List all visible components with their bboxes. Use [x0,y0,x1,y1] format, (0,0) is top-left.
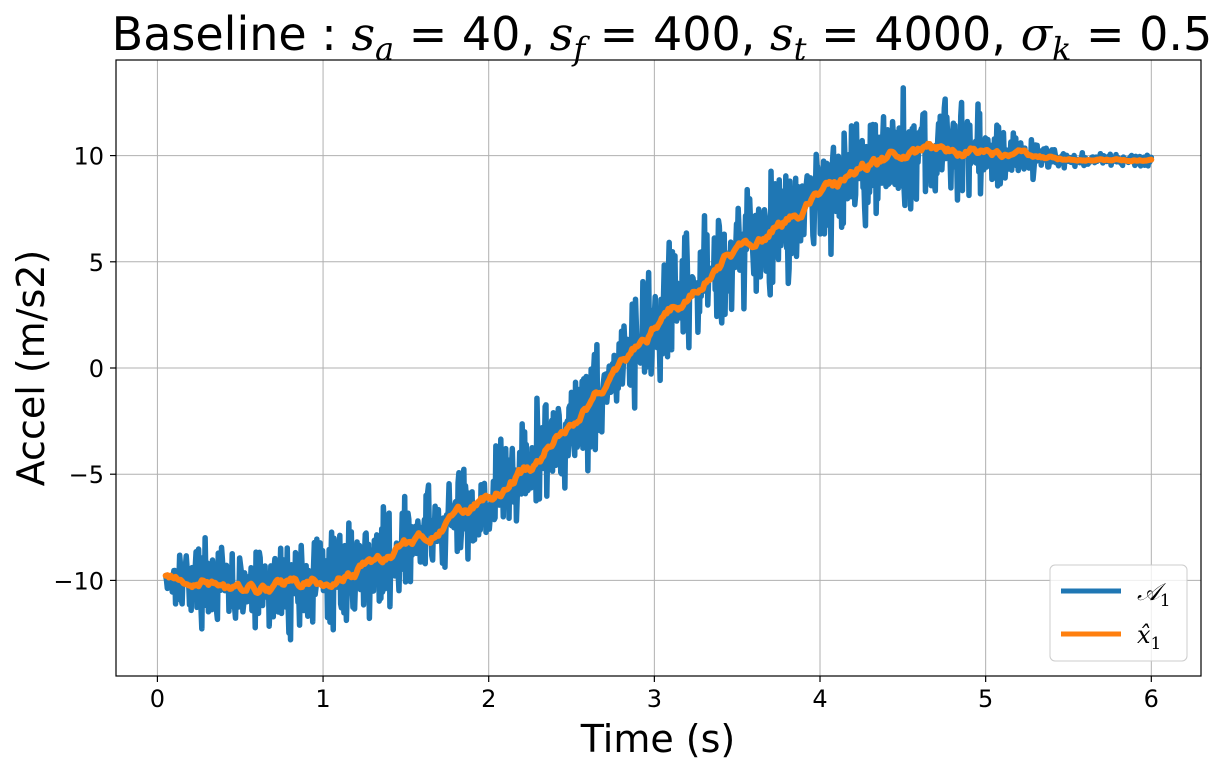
x-axis-label: Time (s) [580,717,736,761]
x-axis-ticks: 0 1 2 3 4 5 6 [150,676,1159,713]
y-tick-label: 10 [73,143,104,171]
x-tick-label: 3 [647,685,662,713]
legend-subscript: 1 [1160,591,1171,611]
y-tick-label: 5 [89,249,104,277]
title-subscript-0: a [375,30,394,68]
x-tick-label: 6 [1144,685,1159,713]
title-subscript-3: k [1052,30,1071,68]
x-tick-label: 1 [315,685,330,713]
title-prefix: Baseline : [112,7,352,61]
title-value-1: = 400, [585,7,770,61]
series-line-2 [162,140,1155,597]
title-value-3: = 0.5 [1071,7,1209,61]
title-subscript-2: t [794,30,807,68]
x-tick-label: 5 [978,685,993,713]
legend-label-series-2: x̂1 [1137,621,1161,654]
title-symbol-0: s [351,7,375,61]
title-value-0: = 40, [394,7,550,61]
y-axis-ticks: −10 −5 0 5 10 [53,143,116,595]
x-tick-label: 2 [481,685,496,713]
title-value-2: = 4000, [806,7,1020,61]
legend-box [1049,564,1188,662]
x-tick-label: 4 [812,685,827,713]
y-axis-label: Accel (m/s2) [9,250,53,487]
title-symbol-1: s [550,7,574,61]
title-symbol-3: σ [1021,7,1054,61]
y-tick-label: 0 [89,355,104,383]
legend: 𝒜1 x̂1 [1049,564,1188,662]
x-tick-label: 0 [150,685,165,713]
legend-subscript: 1 [1151,634,1162,654]
y-tick-label: −10 [53,567,104,595]
title-symbol-2: s [770,7,794,61]
chart-title: Baseline : sa = 40, sf = 400, st = 4000,… [112,7,1209,68]
series-layer [162,85,1155,643]
legend-symbol: x̂ [1137,621,1151,649]
y-tick-label: −5 [69,461,104,489]
